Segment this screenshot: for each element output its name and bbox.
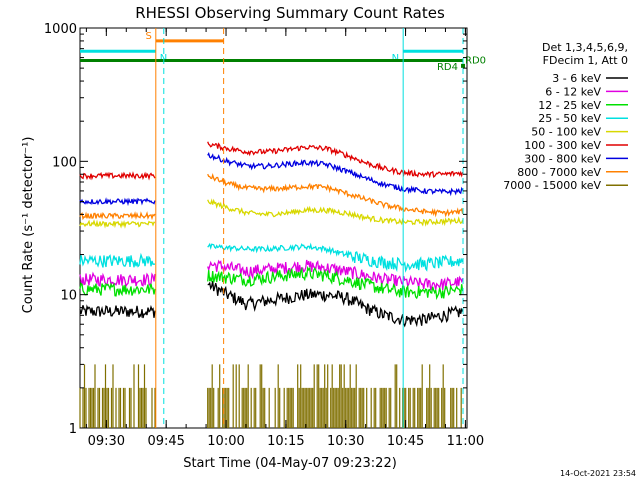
legend-header-2: FDecim 1, Att 0	[543, 54, 628, 67]
flag-label-3: RD0	[465, 56, 486, 67]
series-4-segment-0	[79, 219, 156, 229]
series-0-segment-1	[207, 280, 464, 328]
series-1-segment-1	[207, 259, 464, 291]
series-0-segment-0	[79, 304, 156, 319]
series-3-segment-1	[207, 242, 464, 273]
flag-label-4: RD4	[437, 62, 458, 73]
legend-header-1: Det 1,3,4,5,6,9,	[542, 41, 628, 54]
x-tick-label-2: 10:00	[207, 434, 244, 449]
series-5-segment-1	[207, 141, 464, 179]
series-7	[79, 173, 464, 221]
series-8-segment-0	[79, 364, 156, 428]
x-tick-label-6: 11:00	[447, 434, 484, 449]
series-1	[79, 259, 464, 291]
legend-label-1: 6 - 12 keV	[545, 85, 601, 98]
x-tick-label-3: 10:15	[267, 434, 304, 449]
flag-marker-4	[461, 63, 466, 68]
series-2-segment-1	[207, 265, 464, 301]
legend-label-7: 800 - 7000 keV	[517, 166, 601, 179]
vline-layer	[155, 28, 464, 428]
series-4	[79, 198, 464, 229]
x-tick-label-0: 09:30	[88, 434, 125, 449]
chart-title: RHESSI Observing Summary Count Rates	[135, 4, 445, 22]
x-tick-label-4: 10:30	[327, 434, 364, 449]
legend-label-8: 7000 - 15000 keV	[503, 179, 601, 192]
x-axis-label: Start Time (04-May-07 09:23:22)	[183, 456, 397, 471]
flag-label-2: N	[392, 53, 399, 64]
series-2-segment-0	[79, 282, 156, 297]
series-0	[79, 280, 464, 328]
legend-label-3: 25 - 50 keV	[538, 112, 601, 125]
series-2	[79, 265, 464, 301]
x-tick-label-5: 10:45	[387, 434, 424, 449]
y-tick-label-0: 1	[69, 422, 77, 437]
series-3-segment-0	[79, 252, 156, 268]
series-6-segment-0	[79, 197, 156, 207]
flag-layer: SNNRD0RD4	[80, 31, 486, 73]
y-axis-label: Count Rate (s⁻¹ detector⁻¹)	[21, 137, 36, 314]
x-tick-label-1: 09:45	[147, 434, 184, 449]
y-tick-label-1: 10	[60, 289, 77, 304]
series-layer	[79, 141, 464, 428]
series-8	[79, 364, 462, 428]
x-axis-ticks: 09:30 09:45 10:00 10:15 10:30 10:45 11:00	[85, 28, 484, 449]
legend-label-5: 100 - 300 keV	[524, 139, 601, 152]
series-8-segment-1	[207, 364, 462, 428]
flag-label-0: S	[145, 31, 151, 42]
legend-label-2: 12 - 25 keV	[538, 99, 601, 112]
y-axis-ticks: 1 10 100 1000	[44, 22, 467, 437]
series-1-segment-0	[79, 271, 156, 288]
legend-label-4: 50 - 100 keV	[531, 126, 601, 139]
series-6-segment-1	[207, 151, 464, 197]
series-7-segment-1	[207, 173, 464, 218]
footer-timestamp: 14-Oct-2021 23:54	[560, 469, 636, 478]
legend-label-0: 3 - 6 keV	[552, 72, 601, 85]
legend-label-6: 300 - 800 keV	[524, 152, 601, 165]
plot-area	[79, 27, 468, 429]
series-5	[79, 141, 464, 181]
y-tick-label-3: 1000	[44, 22, 77, 37]
series-7-segment-0	[79, 211, 156, 221]
series-6	[79, 151, 464, 207]
y-tick-label-2: 100	[52, 155, 77, 170]
legend: Det 1,3,4,5,6,9, FDecim 1, Att 0 3 - 6 k…	[503, 41, 628, 192]
series-3	[79, 242, 464, 273]
plot-frame	[79, 27, 468, 429]
series-5-segment-0	[79, 171, 156, 181]
series-4-segment-1	[207, 198, 464, 227]
